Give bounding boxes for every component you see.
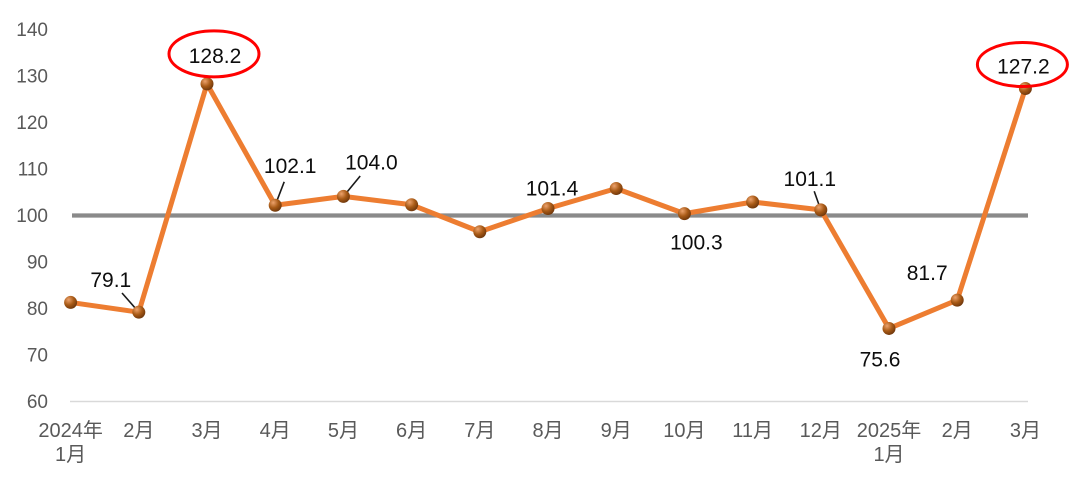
- x-axis-category-label: 3月: [191, 420, 222, 442]
- x-axis-category-label: 11月: [732, 420, 773, 442]
- x-axis-category-label: 10月: [663, 420, 705, 442]
- x-axis-category-label: 4月: [260, 420, 291, 442]
- y-axis-tick-label: 60: [27, 392, 48, 413]
- data-point-marker: [541, 201, 555, 215]
- x-axis-category-label: 5月: [328, 420, 359, 442]
- x-axis-category-label: 2024年: [38, 419, 103, 442]
- data-point-marker: [609, 181, 623, 195]
- x-axis-category-label: 2025年: [857, 419, 922, 442]
- x-axis-category-label: 6月: [396, 420, 427, 442]
- data-point-marker: [1018, 82, 1032, 96]
- y-axis-tick-label: 80: [27, 299, 48, 320]
- x-axis-category-label: 1月: [55, 444, 86, 466]
- data-point-marker: [200, 77, 214, 91]
- x-axis-category-label: 7月: [464, 420, 495, 442]
- x-axis-category-label: 3月: [1010, 420, 1041, 442]
- data-label: 101.4: [526, 177, 579, 200]
- data-label: 101.1: [784, 168, 837, 191]
- data-point-marker: [746, 195, 760, 209]
- data-point-marker: [677, 207, 691, 221]
- data-point-marker: [268, 198, 282, 212]
- data-label: 127.2: [997, 56, 1050, 79]
- data-label: 128.2: [189, 45, 242, 68]
- data-label: 102.1: [264, 155, 317, 178]
- data-label: 104.0: [345, 151, 398, 174]
- data-point-marker: [950, 293, 964, 307]
- x-axis-category-label: 1月: [873, 444, 904, 466]
- y-axis-tick-label: 120: [16, 113, 48, 134]
- y-axis-tick-label: 90: [27, 253, 48, 274]
- highlight-circle: [975, 41, 1069, 89]
- data-point-marker: [882, 321, 896, 335]
- x-axis-category-label: 8月: [532, 420, 563, 442]
- x-axis-category-label: 12月: [800, 420, 842, 442]
- data-point-marker: [814, 203, 828, 217]
- data-point-marker: [473, 225, 487, 239]
- y-axis-tick-label: 70: [27, 346, 48, 367]
- data-label: 75.6: [860, 348, 901, 371]
- data-label: 81.7: [907, 262, 948, 285]
- y-axis-tick-label: 100: [16, 206, 48, 227]
- x-axis-category-label: 2月: [942, 420, 973, 442]
- x-axis-category-label: 9月: [601, 420, 632, 442]
- data-label: 79.1: [90, 269, 131, 292]
- y-axis-tick-label: 110: [18, 160, 48, 181]
- data-point-marker: [132, 305, 146, 319]
- y-axis-tick-label: 130: [16, 67, 48, 88]
- y-axis-tick-label: 140: [16, 20, 48, 41]
- highlight-circle: [167, 29, 261, 79]
- x-axis-category-label: 2月: [123, 420, 154, 442]
- data-point-marker: [64, 295, 78, 309]
- data-point-marker: [336, 189, 350, 203]
- data-point-marker: [405, 198, 419, 212]
- data-label: 100.3: [670, 232, 723, 255]
